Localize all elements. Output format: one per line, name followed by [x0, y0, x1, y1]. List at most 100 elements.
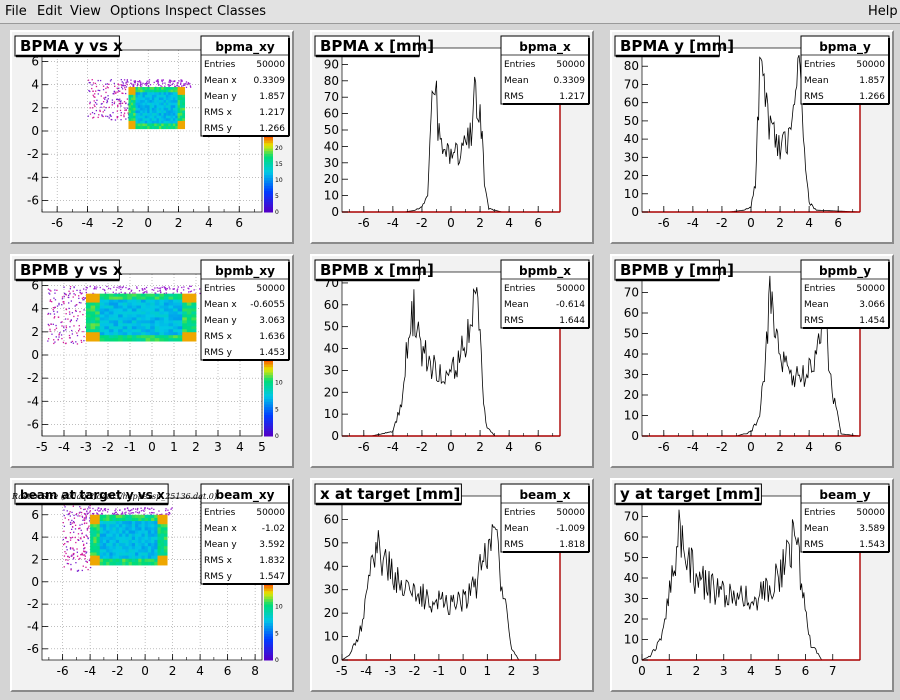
scatter-dot [169, 513, 171, 515]
heatmap-cell [96, 530, 101, 535]
heatmap-cell [182, 332, 188, 336]
scatter-dot [160, 85, 162, 87]
menu-help[interactable]: Help [868, 4, 898, 19]
heatmap-cell [138, 533, 142, 538]
heatmap-cell [93, 549, 97, 553]
heatmap-cell [115, 555, 120, 560]
heatmap-cell [173, 302, 179, 306]
heatmap-cell [163, 314, 169, 318]
heatmap-cell [161, 100, 164, 104]
menu-edit[interactable]: Edit [37, 4, 63, 19]
scatter-dot [89, 82, 91, 84]
scatter-dot [61, 296, 64, 298]
scatter-dot [104, 292, 107, 294]
menu-classes[interactable]: Classes [217, 4, 266, 19]
palette-band [264, 380, 273, 384]
heatmap-cell [136, 308, 142, 312]
heatmap-cell [135, 118, 139, 122]
heatmap-cell [156, 120, 160, 124]
menu-view[interactable]: View [70, 4, 101, 19]
heatmap-cell [131, 527, 136, 531]
scatter-dot [145, 286, 148, 289]
palette-band [264, 174, 273, 178]
pad-beam-x[interactable]: -5-4-3-2-10123010203040506070x at target… [310, 478, 594, 692]
scatter-dot [81, 523, 83, 526]
heatmap-cell [147, 521, 152, 525]
heatmap-cell [102, 555, 107, 560]
heatmap-cell [151, 120, 155, 124]
heatmap-cell [127, 293, 133, 298]
palette-band [264, 364, 273, 368]
heatmap-cell [165, 115, 169, 119]
heatmap-cell [179, 120, 183, 124]
heatmap-cell [168, 120, 171, 124]
scatter-dot [65, 294, 67, 296]
stats-value: 1.454 [859, 316, 885, 326]
scatter-dot [64, 506, 66, 508]
scatter-dot [59, 332, 61, 334]
heatmap-cell [128, 126, 132, 130]
scatter-dot [182, 289, 185, 291]
heatmap-cell [122, 527, 126, 531]
stats-key: Entries [204, 508, 236, 518]
heatmap-cell [173, 317, 179, 321]
heatmap-cell [160, 555, 165, 560]
stats-value: -1.02 [262, 524, 285, 534]
heatmap-cell [138, 514, 142, 519]
heatmap-cell [136, 335, 142, 339]
palette-band [264, 148, 273, 152]
scatter-dot [66, 510, 68, 512]
menu-inspect[interactable]: Inspect [165, 4, 213, 19]
heatmap-cell [163, 533, 168, 538]
scatter-dot [159, 287, 162, 289]
scatter-dot [120, 84, 123, 86]
heatmap-cell [90, 546, 94, 550]
heatmap-cell [99, 311, 105, 315]
scatter-dot [107, 98, 110, 100]
heatmap-cell [147, 87, 150, 91]
heatmap-cell [137, 107, 141, 111]
heatmap-cell [149, 120, 153, 124]
heatmap-cell [147, 533, 152, 538]
scatter-dot [158, 510, 160, 512]
heatmap-cell [122, 521, 126, 525]
scatter-dot [116, 87, 118, 89]
scatter-dot [143, 510, 145, 512]
heatmap-cell [170, 113, 174, 117]
x-tick-label: 4 [205, 216, 213, 230]
stats-title: bpma_y [819, 40, 871, 55]
heatmap-cell [141, 555, 146, 560]
scatter-dot [96, 103, 98, 105]
pad-bpmb-y[interactable]: -6-4-2024601020304050607080BPMB y [mm]bp… [610, 254, 894, 468]
heatmap-cell [109, 555, 113, 560]
stats-box [500, 35, 590, 105]
scatter-dot [72, 553, 75, 556]
menu-options[interactable]: Options [110, 4, 161, 19]
heatmap-cell [144, 517, 149, 522]
pad-bpma-x[interactable]: -6-4-202460102030405060708090100BPMA x [… [310, 30, 594, 244]
menu-file[interactable]: File [5, 4, 27, 19]
scatter-dot [80, 507, 82, 510]
stats-value: 1.266 [259, 124, 285, 134]
heatmap-cell [135, 561, 139, 566]
pad-beam-y[interactable]: 0123456701020304050607080y at target [mm… [610, 478, 894, 692]
scatter-dot [78, 325, 80, 327]
heatmap-cell [163, 549, 168, 553]
pad-bpmb-x[interactable]: -6 -4 -2 0 2 4 6 0 10 20 30 40 50 60 70 BPMB x [mm] bpmb… [310, 254, 594, 468]
heatmap-cell [182, 317, 188, 321]
heatmap-cell [175, 115, 179, 119]
scatter-dot [110, 115, 112, 117]
heatmap-cell [137, 120, 141, 124]
scatter-dot [171, 507, 173, 509]
scatter-dot [161, 80, 163, 82]
heatmap-cell [182, 320, 188, 324]
heatmap-cell [157, 555, 162, 560]
scatter-dot [64, 542, 66, 545]
x-tick-label: -2 [112, 216, 124, 230]
scatter-dot [173, 288, 176, 290]
heatmap-cell [95, 305, 101, 309]
